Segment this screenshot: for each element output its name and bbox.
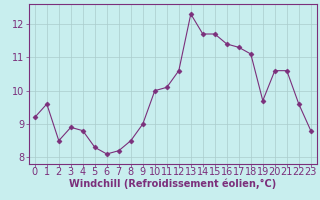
X-axis label: Windchill (Refroidissement éolien,°C): Windchill (Refroidissement éolien,°C) (69, 178, 276, 189)
